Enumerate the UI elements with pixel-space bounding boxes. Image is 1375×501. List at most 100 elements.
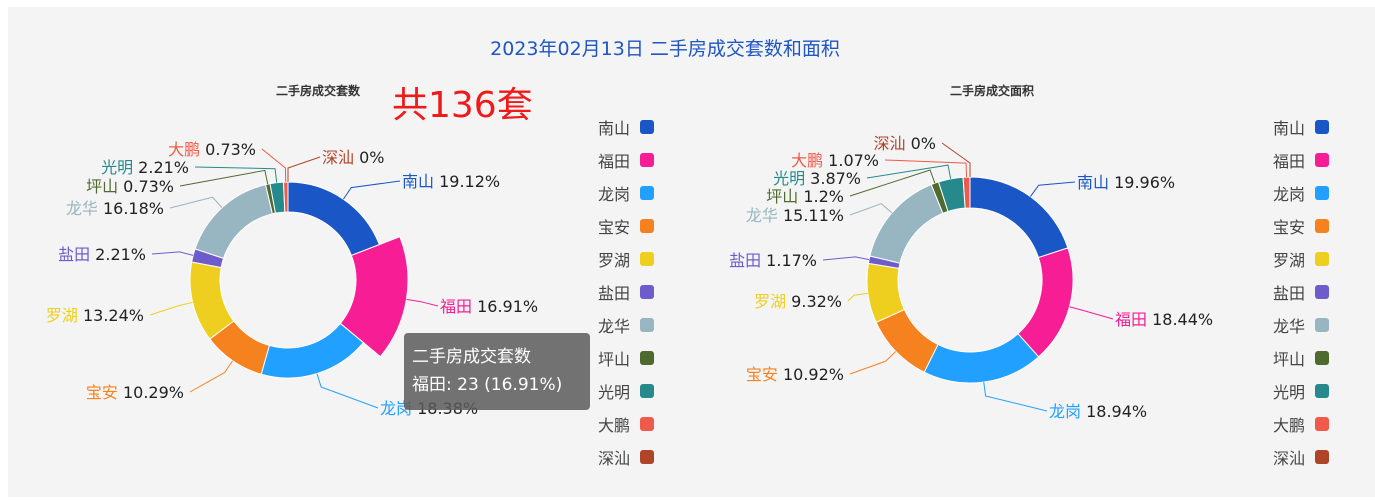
legend-label: 深汕 — [1273, 448, 1306, 468]
tooltip-title: 二手房成交套数 — [412, 347, 531, 367]
label-line — [151, 251, 194, 256]
legend-label: 龙岗 — [598, 184, 631, 204]
slice-label: 深汕 0% — [322, 148, 384, 167]
legend-item[interactable]: 龙岗 — [1273, 176, 1330, 209]
legend-label: 光明 — [598, 382, 631, 402]
label-line — [1030, 181, 1076, 197]
slice-label: 宝安 10.29% — [86, 383, 184, 402]
pie-slice-area-3[interactable] — [875, 308, 939, 373]
slice-label: 龙岗 18.94% — [1049, 402, 1147, 421]
slice-label: 宝安 10.92% — [746, 365, 844, 384]
label-line — [316, 373, 379, 409]
legend-label: 龙华 — [1273, 316, 1306, 336]
label-line — [189, 360, 234, 393]
legend-swatch — [640, 416, 655, 431]
legend-swatch — [640, 350, 655, 365]
label-line — [1069, 306, 1114, 320]
legend-item[interactable]: 光明 — [598, 374, 655, 407]
legend-swatch — [1315, 317, 1330, 332]
legend-count: 南山福田龙岗宝安 罗湖盐田龙华坪山光明大鹏 深汕 — [598, 110, 655, 473]
legend-swatch — [1315, 383, 1330, 398]
legend-item[interactable]: 坪山 — [1273, 341, 1330, 374]
legend-item[interactable]: 罗湖 — [598, 242, 655, 275]
pie-slice-count-1[interactable] — [339, 236, 409, 358]
pie-slice-area-1[interactable] — [1017, 247, 1074, 358]
legend-item[interactable]: 福田 — [1273, 143, 1330, 176]
pie-slice-count-2[interactable] — [260, 322, 365, 379]
pie-slice-area-2[interactable] — [923, 333, 1040, 384]
legend-swatch — [640, 383, 655, 398]
legend-item[interactable]: 龙华 — [1273, 308, 1330, 341]
slice-label: 光明 3.87% — [773, 169, 861, 188]
slice-label: 罗湖 9.32% — [754, 292, 842, 311]
legend-label: 福田 — [1273, 151, 1306, 171]
legend-item[interactable]: 光明 — [1273, 374, 1330, 407]
legend-label: 龙华 — [598, 316, 631, 336]
slice-label: 大鹏 1.07% — [791, 151, 879, 170]
pie-slice-count-9[interactable] — [282, 181, 289, 213]
legend-item[interactable]: 大鹏 — [598, 407, 655, 440]
pie-slice-count-0[interactable] — [287, 181, 381, 257]
legend-item[interactable]: 罗湖 — [1273, 242, 1330, 275]
pie-slice-area-6[interactable] — [869, 183, 944, 264]
legend-item[interactable]: 南山 — [1273, 110, 1330, 143]
label-line — [261, 148, 287, 183]
chart-title-count: 二手房成交套数 — [276, 84, 361, 98]
slice-label: 坪山 1.2% — [766, 187, 844, 206]
pie-slice-count-6[interactable] — [194, 184, 274, 260]
slice-label: 深汕 0% — [874, 134, 936, 153]
legend-label: 盐田 — [598, 283, 631, 303]
label-line — [849, 351, 897, 375]
legend-swatch — [1315, 218, 1330, 233]
label-line — [194, 166, 278, 183]
slice-label: 南山 19.12% — [402, 172, 500, 191]
legend-item[interactable]: 坪山 — [598, 341, 655, 374]
legend-swatch — [1315, 449, 1330, 464]
legend-swatch — [1315, 251, 1330, 266]
slice-label: 福田 18.44% — [1115, 310, 1213, 329]
legend-item[interactable]: 盐田 — [1273, 275, 1330, 308]
label-line — [822, 256, 870, 261]
legend-item[interactable]: 盐田 — [598, 275, 655, 308]
legend-item[interactable]: 宝安 — [1273, 209, 1330, 242]
legend-item[interactable]: 龙岗 — [598, 176, 655, 209]
slice-label: 盐田 2.21% — [58, 245, 146, 264]
legend-swatch — [640, 218, 655, 233]
pie-slice-area-9[interactable] — [962, 176, 971, 209]
legend-label: 龙岗 — [1273, 184, 1306, 204]
legend-swatch — [640, 251, 655, 266]
legend-swatch — [640, 152, 655, 167]
legend-area: 南山福田龙岗宝安罗湖 盐田龙华坪山光明大鹏深汕 — [1273, 110, 1330, 473]
legend-item[interactable]: 宝安 — [598, 209, 655, 242]
label-line — [342, 180, 401, 200]
legend-label: 福田 — [598, 151, 631, 171]
label-line — [849, 203, 893, 216]
label-line — [983, 382, 1048, 412]
legend-item[interactable]: 福田 — [598, 143, 655, 176]
main-title: 2023年02月13日 二手房成交套数和面积 — [490, 38, 840, 60]
legend-label: 光明 — [1273, 382, 1306, 402]
legend-swatch — [1315, 284, 1330, 299]
label-line — [849, 169, 936, 197]
legend-swatch — [640, 185, 655, 200]
legend-item[interactable]: 大鹏 — [1273, 407, 1330, 440]
chart-panel — [8, 7, 1375, 497]
legend-item[interactable]: 龙华 — [598, 308, 655, 341]
legend-label: 坪山 — [1273, 349, 1306, 369]
legend-swatch — [1315, 185, 1330, 200]
slice-label: 大鹏 0.73% — [168, 140, 256, 159]
legend-label: 宝安 — [1273, 217, 1306, 237]
label-line — [866, 164, 952, 179]
legend-swatch — [1315, 119, 1330, 134]
legend-swatch — [640, 284, 655, 299]
total-count: 共136套 — [392, 85, 533, 126]
label-line — [847, 292, 868, 302]
legend-item[interactable]: 深汕 — [1273, 440, 1330, 473]
legend-item[interactable]: 南山 — [598, 110, 655, 143]
legend-swatch — [1315, 152, 1330, 167]
legend-swatch — [640, 317, 655, 332]
legend-item[interactable]: 深汕 — [598, 440, 655, 473]
slice-label: 福田 16.91% — [440, 297, 538, 316]
slice-label: 盐田 1.17% — [729, 251, 817, 270]
pie-slice-area-0[interactable] — [969, 176, 1069, 259]
